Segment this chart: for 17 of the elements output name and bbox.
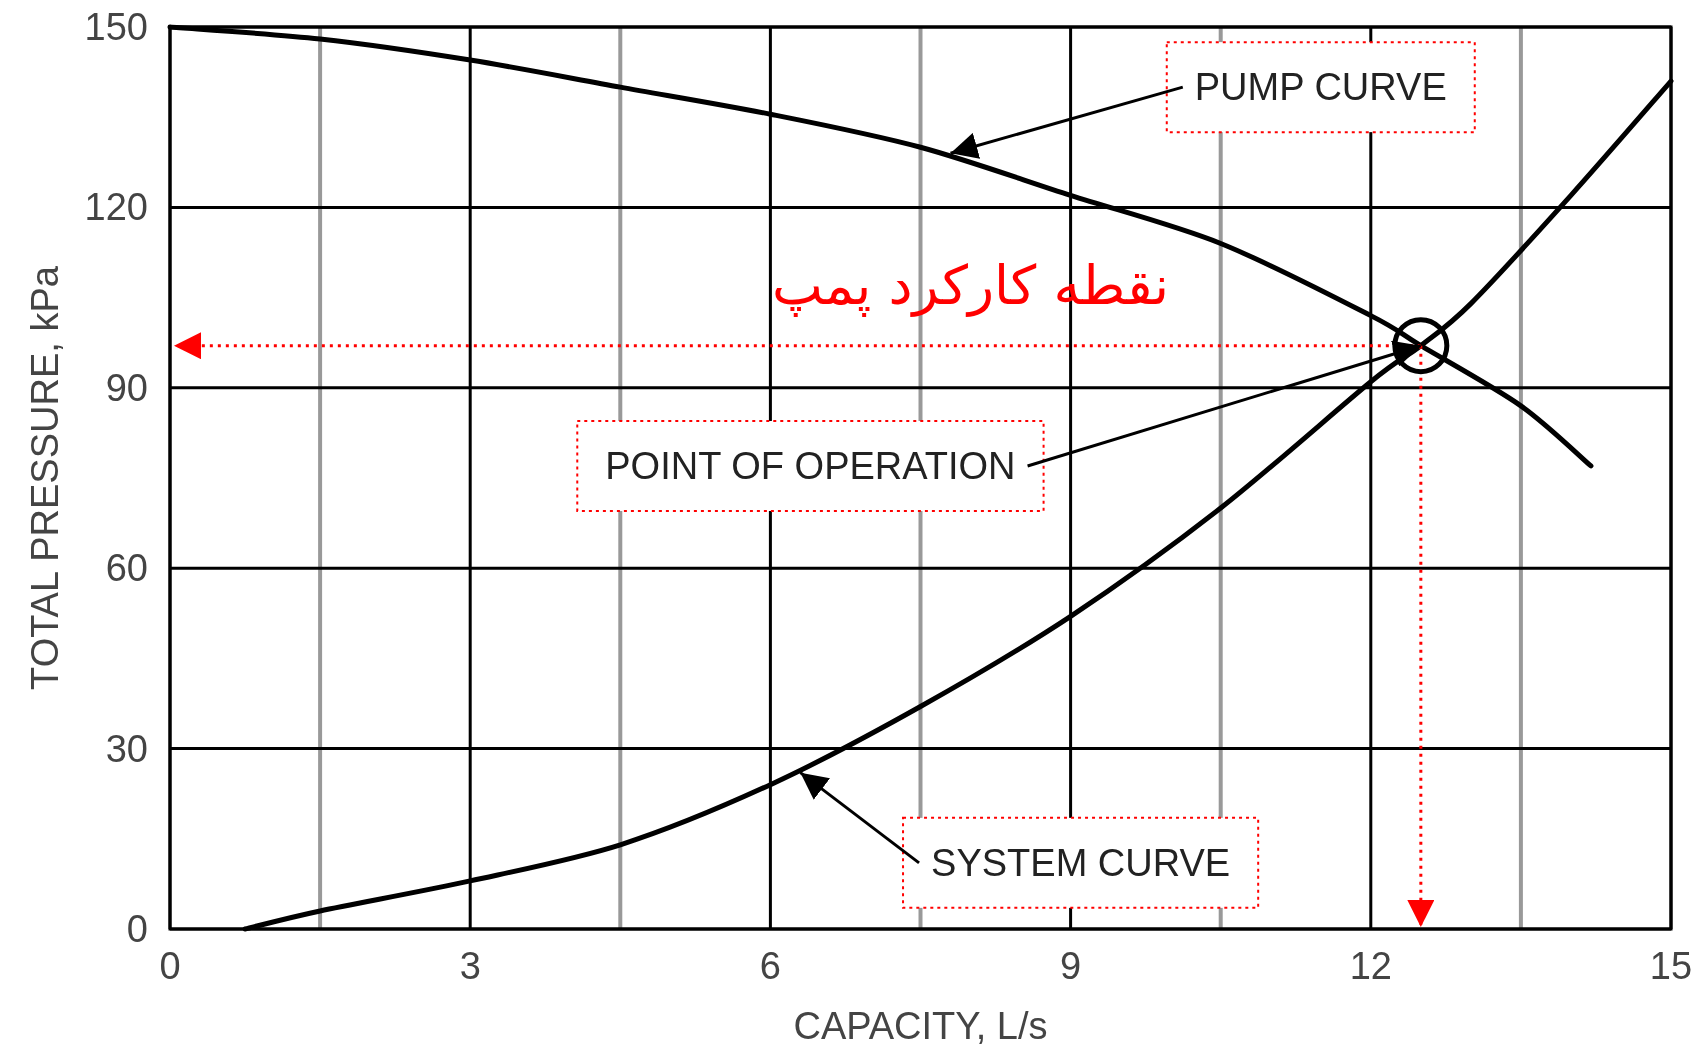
y-tick-label: 120 [84, 186, 148, 229]
y-tick-label: 150 [84, 6, 148, 48]
y-axis-title: TOTAL PRESSURE, kPa [24, 265, 66, 690]
x-tick-label: 6 [759, 945, 781, 987]
y-tick-label: 30 [105, 727, 148, 770]
annotation: PUMP CURVE [1194, 66, 1447, 109]
x-axis-title: CAPACITY, L/s [793, 1005, 1048, 1047]
y-tick-label: 90 [105, 366, 148, 409]
x-tick-label: 0 [159, 945, 181, 987]
x-tick-label: 12 [1349, 945, 1392, 987]
annotation: SYSTEM CURVE [931, 841, 1231, 884]
y-tick-label: 60 [105, 547, 148, 590]
y-tick-label: 0 [126, 908, 148, 950]
annotation: POINT OF OPERATION [605, 444, 1016, 487]
x-tick-label: 9 [1060, 945, 1082, 987]
x-tick-label: 15 [1649, 945, 1693, 987]
x-tick-label: 3 [459, 945, 481, 987]
